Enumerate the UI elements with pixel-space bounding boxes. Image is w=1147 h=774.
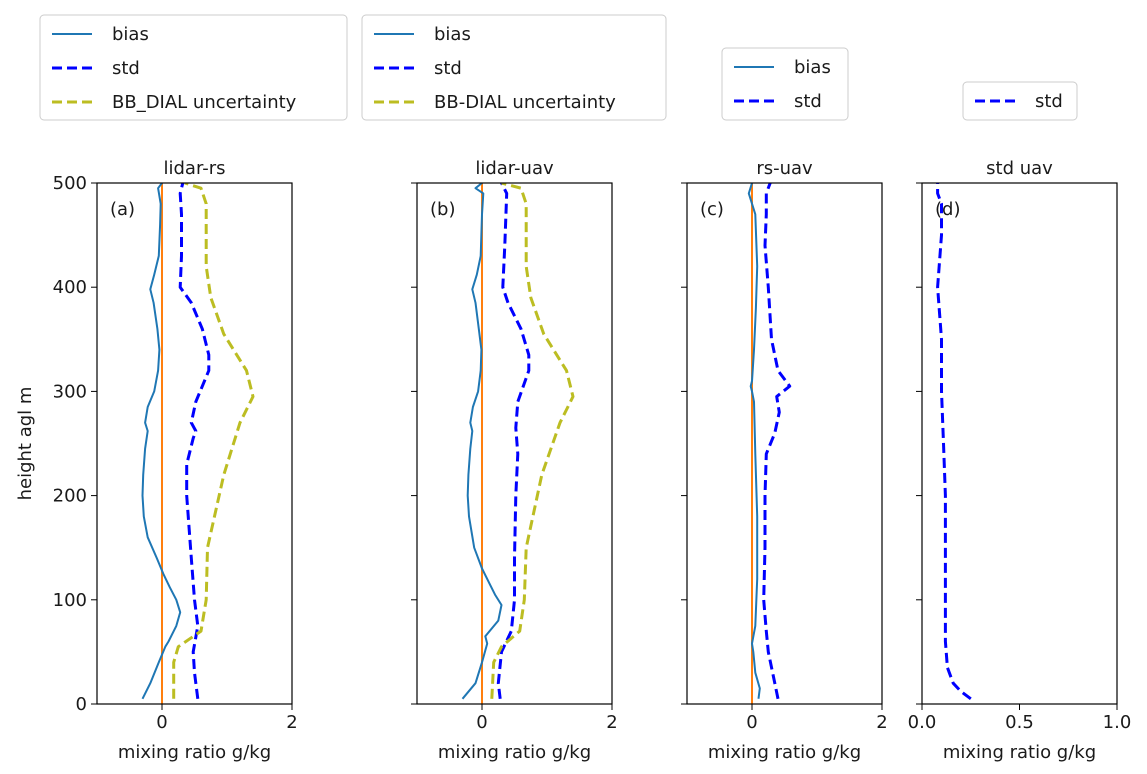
legend-1: bias std BB_DIAL uncertainty — [39, 14, 348, 121]
legend-label: bias — [112, 24, 149, 45]
series-std — [178, 183, 211, 699]
legend-label: std — [794, 91, 822, 112]
y-tick-label: 0 — [76, 694, 87, 715]
legend-label: bias — [434, 24, 471, 45]
series-bias — [141, 183, 182, 700]
x-tick-label: 1.0 — [1103, 712, 1132, 733]
series-bb-dial-uncertainty — [490, 183, 575, 699]
x-tick-label: 0 — [156, 712, 167, 733]
x-axis-label: mixing ratio g/kg — [943, 742, 1096, 763]
axes-frame — [686, 182, 883, 705]
legend-label: std — [112, 58, 140, 79]
panel-title: lidar-uav — [475, 158, 554, 179]
panel-label: (d) — [935, 199, 960, 220]
series-bb-dial-uncertainty — [172, 183, 255, 699]
legend-label: BB-DIAL uncertainty — [434, 92, 616, 113]
panel-title: rs-uav — [756, 158, 813, 179]
panel-2: lidar-uav (b) 0 2 mixing ratio g/kg — [411, 158, 618, 763]
x-axis-label: mixing ratio g/kg — [438, 742, 591, 763]
series-bias — [747, 183, 761, 699]
y-tick-label: 500 — [53, 173, 87, 194]
plot-area — [747, 183, 792, 704]
legend-frame — [39, 14, 348, 121]
legend-label: BB_DIAL uncertainty — [112, 92, 297, 113]
legend-frame — [962, 81, 1078, 121]
y-axis-label: height agl m — [15, 387, 36, 501]
panel-1: lidar-rs (a) 0 2 0 100 200 300 400 500 mixing rati… — [15, 158, 298, 763]
axes-frame — [96, 182, 293, 705]
y-tick-label: 400 — [53, 277, 87, 298]
x-tick-label: 0.5 — [1005, 712, 1034, 733]
legend-label: bias — [794, 57, 831, 78]
x-tick-label: 0 — [746, 712, 757, 733]
series-std — [496, 183, 531, 699]
axes-frame — [921, 182, 1118, 705]
y-tick-label: 100 — [53, 590, 87, 611]
series-std — [936, 183, 972, 701]
panel-label: (c) — [700, 199, 724, 220]
panel-3: rs-uav (c) 0 2 mixing ratio g/kg — [681, 158, 888, 763]
series-std — [762, 183, 792, 700]
panel-label: (b) — [430, 199, 455, 220]
y-tick-label: 300 — [53, 381, 87, 402]
legend-label: std — [1035, 91, 1063, 112]
panel-title: std uav — [986, 158, 1053, 179]
x-tick-label: 2 — [876, 712, 887, 733]
plot-area — [936, 183, 972, 701]
legend-3: bias std — [721, 47, 849, 121]
legend-frame — [361, 14, 667, 121]
plot-area — [461, 183, 575, 704]
legend-2: bias std BB-DIAL uncertainty — [361, 14, 667, 121]
legend-label: std — [434, 58, 462, 79]
y-tick-label: 200 — [53, 486, 87, 507]
x-tick-label: 2 — [286, 712, 297, 733]
x-axis-label: mixing ratio g/kg — [708, 742, 861, 763]
x-axis-label: mixing ratio g/kg — [118, 742, 271, 763]
legend-4: std — [962, 81, 1078, 121]
x-tick-label: 2 — [606, 712, 617, 733]
x-tick-label: 0 — [476, 712, 487, 733]
panel-4: std uav (d) 0.0 0.5 1.0 mixing ratio g/kg — [908, 158, 1132, 763]
plot-area — [141, 183, 255, 704]
panel-label: (a) — [110, 199, 135, 220]
panel-title: lidar-rs — [164, 158, 226, 179]
axes-frame — [416, 182, 613, 705]
x-tick-label: 0.0 — [908, 712, 937, 733]
series-bias — [461, 183, 503, 700]
